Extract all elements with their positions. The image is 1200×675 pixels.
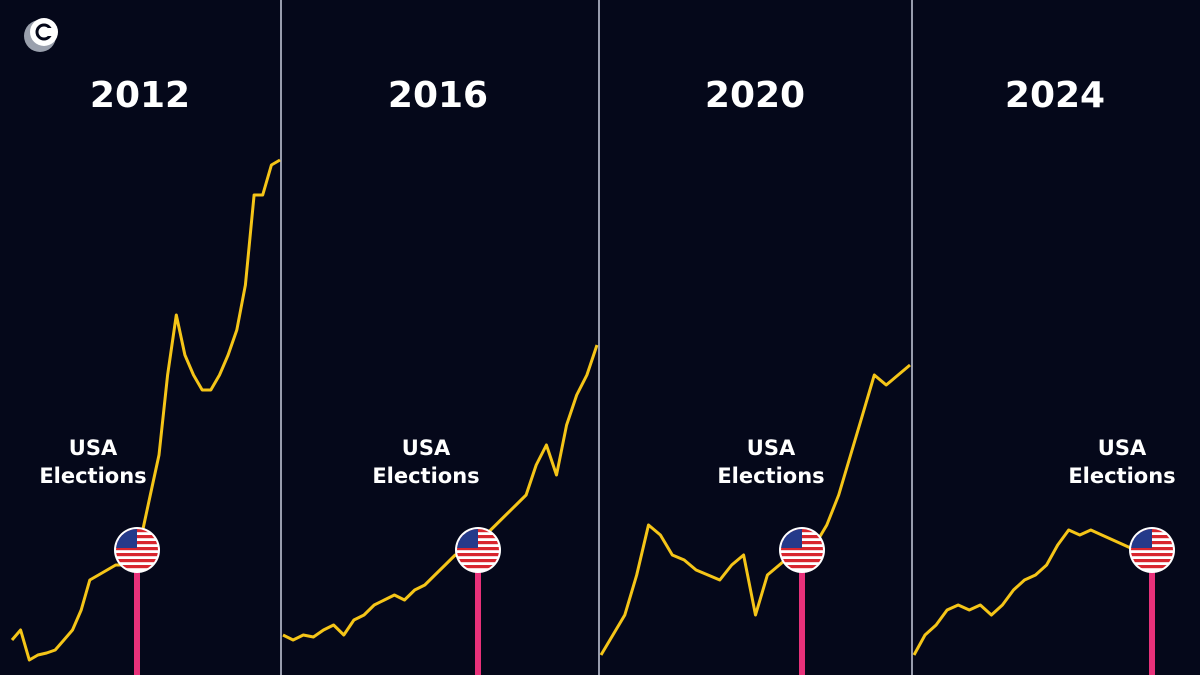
panel-title: 2016 bbox=[387, 75, 489, 116]
price-line bbox=[282, 344, 599, 642]
panel-title: 2024 bbox=[1004, 75, 1106, 116]
flag-pole bbox=[1149, 550, 1155, 675]
annotation: USA Elections bbox=[372, 436, 480, 488]
annotation: USA Elections bbox=[39, 436, 147, 488]
flag-pole bbox=[799, 550, 805, 675]
usa-flag bbox=[781, 529, 823, 569]
panel-title: 2020 bbox=[704, 75, 806, 116]
logo bbox=[24, 18, 58, 52]
flag-pole bbox=[475, 550, 481, 675]
usa-flag bbox=[457, 529, 499, 569]
price-line bbox=[10, 158, 281, 662]
annotation: USA Elections bbox=[1068, 436, 1176, 488]
panel-title: 2012 bbox=[89, 75, 191, 116]
annotation: USA Elections bbox=[717, 436, 825, 488]
price-line bbox=[599, 363, 911, 656]
flag-pole bbox=[134, 550, 140, 675]
price-line bbox=[912, 528, 1136, 656]
